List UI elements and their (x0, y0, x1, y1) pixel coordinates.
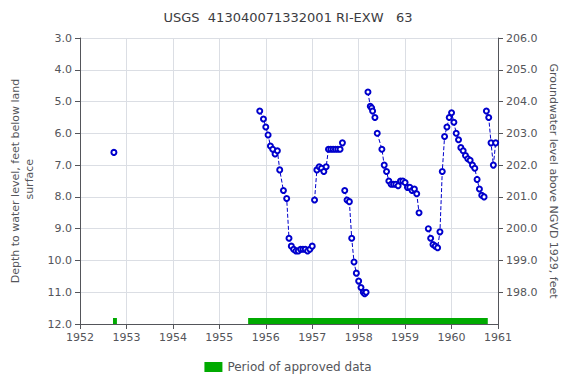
svg-text:10.0: 10.0 (48, 254, 73, 267)
svg-text:6.0: 6.0 (55, 127, 73, 140)
svg-text:1956: 1956 (252, 331, 280, 344)
svg-text:203.0: 203.0 (506, 127, 538, 140)
svg-text:3.0: 3.0 (55, 32, 73, 45)
svg-text:204.0: 204.0 (506, 95, 538, 108)
svg-text:1961: 1961 (484, 331, 512, 344)
svg-text:12.0: 12.0 (48, 318, 73, 331)
svg-text:surface: surface (23, 159, 36, 203)
svg-text:200.0: 200.0 (506, 222, 538, 235)
svg-text:USGS 413040071332001 RI-EXW: USGS 413040071332001 RI-EXW 63 (163, 10, 412, 25)
svg-text:11.0: 11.0 (48, 286, 73, 299)
svg-text:Depth to water level, feet bel: Depth to water level, feet below land (9, 79, 22, 284)
svg-text:8.0: 8.0 (55, 190, 73, 203)
svg-text:198.0: 198.0 (506, 286, 538, 299)
svg-text:Groundwater level above NGVD 1: Groundwater level above NGVD 1929, feet (547, 63, 560, 299)
svg-text:199.0: 199.0 (506, 254, 538, 267)
svg-text:1954: 1954 (159, 331, 187, 344)
svg-text:4.0: 4.0 (55, 63, 73, 76)
svg-text:1953: 1953 (112, 331, 140, 344)
svg-text:1957: 1957 (298, 331, 326, 344)
svg-text:1958: 1958 (345, 331, 373, 344)
svg-text:1959: 1959 (391, 331, 419, 344)
svg-text:Period of approved data: Period of approved data (227, 360, 371, 374)
svg-text:205.0: 205.0 (506, 63, 538, 76)
svg-text:1960: 1960 (438, 331, 466, 344)
svg-text:9.0: 9.0 (55, 222, 73, 235)
svg-text:201.0: 201.0 (506, 190, 538, 203)
svg-text:206.0: 206.0 (506, 32, 538, 45)
svg-text:5.0: 5.0 (55, 95, 73, 108)
svg-text:202.0: 202.0 (506, 159, 538, 172)
svg-text:1952: 1952 (66, 331, 94, 344)
svg-text:7.0: 7.0 (55, 159, 73, 172)
svg-text:1955: 1955 (205, 331, 233, 344)
